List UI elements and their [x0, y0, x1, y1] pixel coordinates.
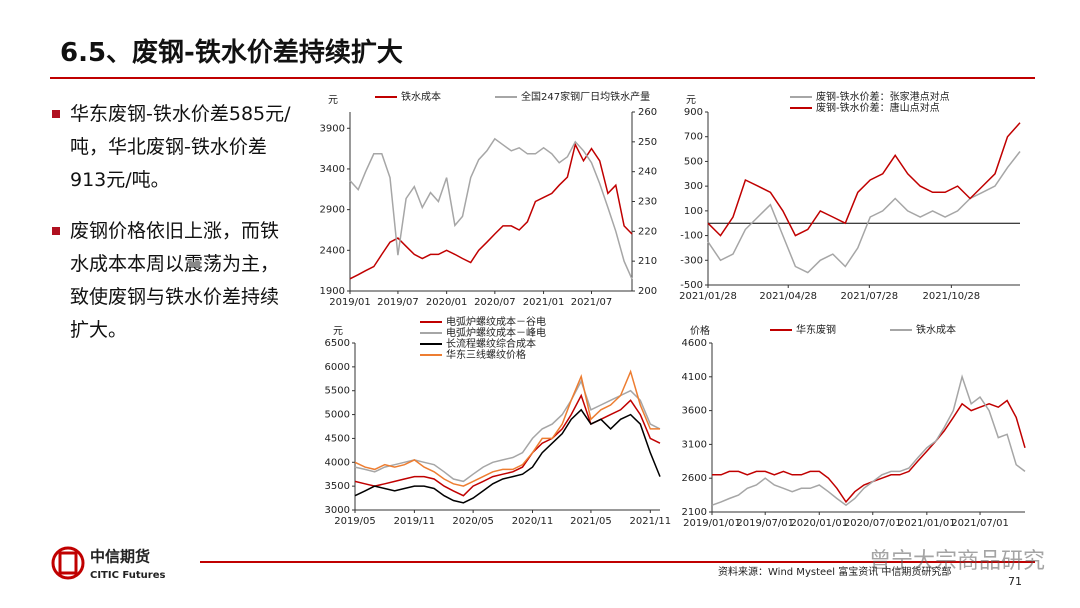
- series-line: [354, 369, 660, 487]
- x-tick-label: 2021/11: [630, 516, 672, 527]
- legend-label: 华东三线螺纹价格: [446, 348, 526, 361]
- y2-tick-label: 200: [638, 286, 657, 297]
- x-tick-label: 2021/07: [571, 297, 613, 308]
- x-tick-label: 2020/05: [452, 516, 494, 527]
- x-tick-label: 2021/04/28: [759, 291, 817, 302]
- y-tick-label: 500: [684, 156, 703, 167]
- x-tick-label: 2020/01/01: [790, 518, 848, 529]
- y-tick-label: 4600: [682, 338, 707, 349]
- y-tick-label: 4500: [325, 433, 350, 444]
- y-tick-label: 3900: [320, 123, 345, 134]
- y-tick-label: 1900: [320, 286, 345, 297]
- x-tick-label: 2020/07/01: [844, 518, 902, 529]
- watermark: 曾宁大宗商品研究: [869, 549, 1045, 574]
- slide-title: 6.5、废钢-铁水价差持续扩大: [60, 38, 403, 68]
- x-tick-label: 2020/01: [426, 297, 468, 308]
- y-tick-label: 6000: [325, 362, 350, 373]
- y-tick-label: 3000: [325, 505, 350, 516]
- series-line: [712, 399, 1026, 504]
- x-tick-label: 2020/11: [512, 516, 554, 527]
- y-tick-label: 2100: [682, 507, 707, 518]
- x-tick-label: 2019/07: [377, 297, 419, 308]
- y-tick-label: 900: [684, 107, 703, 118]
- y2-tick-label: 240: [638, 167, 657, 178]
- bullet: 华东废钢-铁水价差585元/吨，华北废钢-铁水价差913元/吨。: [52, 98, 297, 197]
- x-tick-label: 2021/07/01: [951, 518, 1009, 529]
- y2-tick-label: 260: [638, 107, 657, 118]
- y-tick-label: 3500: [325, 481, 350, 492]
- series-line: [354, 408, 661, 504]
- y-tick-label: -300: [680, 255, 703, 266]
- y-axis-label: 元: [333, 326, 343, 337]
- bullet-list: 华东废钢-铁水价差585元/吨，华北废钢-铁水价差913元/吨。 废钢价格依旧上…: [52, 98, 297, 365]
- legend-label: 华东废钢: [796, 323, 836, 336]
- series-line: [349, 137, 633, 280]
- series-line: [354, 379, 661, 483]
- x-tick-label: 2021/01: [523, 297, 565, 308]
- y-tick-label: 4100: [682, 372, 707, 383]
- y-tick-label: 2400: [320, 245, 345, 256]
- y2-tick-label: 250: [638, 137, 657, 148]
- series-line: [707, 151, 1021, 274]
- y-tick-label: 100: [684, 206, 703, 217]
- x-tick-label: 2019/11: [394, 516, 436, 527]
- source-note: 资料来源：Wind Mysteel 富宝资讯 中信期货研究部: [718, 565, 951, 578]
- x-tick-label: 2021/10/28: [923, 291, 981, 302]
- x-tick-label: 2019/05: [334, 516, 376, 527]
- y-tick-label: 3400: [320, 164, 345, 175]
- y-tick-label: 5500: [325, 386, 350, 397]
- series-line: [711, 374, 1026, 507]
- y-tick-label: -500: [680, 280, 703, 291]
- y-tick-label: -100: [680, 231, 703, 242]
- y-tick-label: 700: [684, 132, 703, 143]
- y-axis-label: 元: [328, 95, 338, 106]
- legend-label: 电弧炉螺纹成本－谷电: [446, 315, 546, 328]
- legend-label: 电弧炉螺纹成本－峰电: [446, 326, 546, 339]
- y-tick-label: 4000: [325, 457, 350, 468]
- y-tick-label: 2600: [682, 473, 707, 484]
- legend-label: 长流程螺纹综合成本: [446, 337, 536, 350]
- x-tick-label: 2019/07/01: [736, 518, 794, 529]
- series-line: [707, 122, 1021, 237]
- y-tick-label: 2900: [320, 205, 345, 216]
- y2-tick-label: 210: [638, 256, 657, 267]
- bullet: 废钢价格依旧上涨，而铁水成本本周以震荡为主，致使废钢与铁水价差持续扩大。: [52, 215, 297, 347]
- legend-label: 铁水成本: [916, 323, 956, 336]
- x-tick-label: 2021/01/01: [898, 518, 956, 529]
- x-tick-label: 2021/07/28: [841, 291, 899, 302]
- series-line: [349, 142, 633, 280]
- logo-cn: 中信期货: [90, 548, 150, 566]
- y2-tick-label: 220: [638, 226, 657, 237]
- y-tick-label: 5000: [325, 410, 350, 421]
- page-number: 71: [1008, 575, 1022, 588]
- x-tick-label: 2021/05: [570, 516, 612, 527]
- x-tick-label: 2020/07: [474, 297, 516, 308]
- logo-en: CITIC Futures: [90, 570, 165, 581]
- legend-label: 全国247家钢厂日均铁水产量: [521, 90, 650, 103]
- legend-label: 废钢-铁水价差：唐山点对点: [816, 101, 940, 114]
- y-tick-label: 3100: [682, 439, 707, 450]
- x-tick-label: 2021/01/28: [679, 291, 737, 302]
- x-tick-label: 2019/01/01: [683, 518, 741, 529]
- x-tick-label: 2019/01: [329, 297, 371, 308]
- y-tick-label: 3600: [682, 406, 707, 417]
- series-line: [354, 393, 661, 497]
- legend-label: 铁水成本: [401, 90, 441, 103]
- logo-icon: [51, 546, 85, 580]
- y-tick-label: 300: [684, 181, 703, 192]
- legend-label: 废钢-铁水价差：张家港点对点: [816, 90, 950, 103]
- y-tick-label: 6500: [325, 338, 350, 349]
- y-axis-label: 元: [686, 95, 696, 106]
- y-axis-label: 价格: [690, 324, 710, 337]
- y2-tick-label: 230: [638, 197, 657, 208]
